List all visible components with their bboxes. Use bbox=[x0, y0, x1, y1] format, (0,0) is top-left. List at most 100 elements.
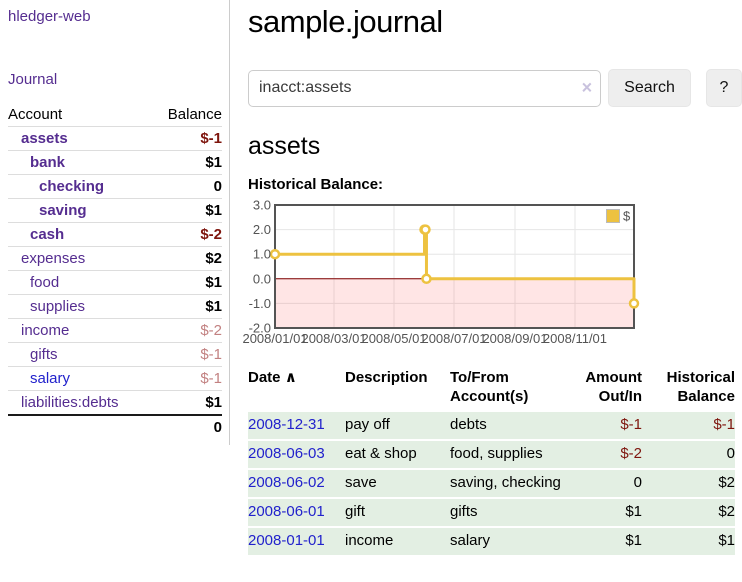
accounts-table: Account Balance assets $-1 bank $1 checking 0… bbox=[8, 103, 222, 439]
svg-text:2008/07/01: 2008/07/01 bbox=[421, 331, 486, 346]
account-balance: $2 bbox=[151, 246, 222, 271]
account-balance: $1 bbox=[151, 198, 222, 223]
svg-text:-1.0: -1.0 bbox=[249, 296, 271, 311]
account-row: saving $1 bbox=[8, 198, 222, 223]
transaction-balance: $2 bbox=[642, 470, 735, 497]
chart-label: Historical Balance: bbox=[248, 176, 384, 193]
register-header-description: Description bbox=[345, 369, 428, 386]
help-button[interactable]: ? bbox=[705, 69, 742, 107]
accounts-table-body: assets $-1 bank $1 checking 0 saving $1 cash $-2 e… bbox=[8, 126, 222, 415]
account-balance: $-2 bbox=[151, 222, 222, 247]
transaction-amount: 0 bbox=[578, 470, 642, 497]
account-link[interactable]: liabilities:debts bbox=[21, 394, 119, 411]
register-table: Date ∧ Description To/From Account(s) Amoun… bbox=[248, 364, 735, 557]
legend-swatch bbox=[606, 209, 620, 223]
register-header-row: Date ∧ Description To/From Account(s) Amoun… bbox=[248, 366, 735, 410]
account-row: checking 0 bbox=[8, 174, 222, 199]
transaction-accounts: debts bbox=[450, 412, 578, 439]
transaction-accounts: salary bbox=[450, 528, 578, 555]
transaction-date-link[interactable]: 2008-12-31 bbox=[248, 416, 325, 433]
account-row: income $-2 bbox=[8, 318, 222, 343]
register-header-date[interactable]: Date ∧ bbox=[248, 368, 297, 386]
account-row: gifts $-1 bbox=[8, 342, 222, 367]
account-link[interactable]: saving bbox=[39, 202, 87, 219]
account-balance: $1 bbox=[151, 270, 222, 295]
app-title-link[interactable]: hledger-web bbox=[8, 8, 91, 25]
svg-text:3.0: 3.0 bbox=[253, 198, 271, 213]
transaction-description: eat & shop bbox=[345, 441, 450, 468]
register-row: 2008-06-01 gift gifts $1 $2 bbox=[248, 499, 735, 526]
account-balance: $1 bbox=[151, 390, 222, 415]
svg-text:-2.0: -2.0 bbox=[249, 321, 271, 336]
transaction-balance: 0 bbox=[642, 441, 735, 468]
svg-text:2008/05/01: 2008/05/01 bbox=[361, 331, 426, 346]
sidebar: hledger-web Journal Account Balance asse… bbox=[0, 0, 230, 445]
register-row: 2008-06-03 eat & shop food, supplies $-2 0 bbox=[248, 441, 735, 468]
account-link[interactable]: checking bbox=[39, 178, 105, 195]
svg-text:2.0: 2.0 bbox=[253, 222, 271, 237]
accounts-total-value: 0 bbox=[151, 414, 222, 439]
svg-text:1.0: 1.0 bbox=[253, 247, 271, 262]
account-row: food $1 bbox=[8, 270, 222, 295]
account-link[interactable]: food bbox=[30, 274, 60, 291]
transaction-description: pay off bbox=[345, 412, 450, 439]
sort-ascending-icon: ∧ bbox=[284, 368, 297, 386]
transaction-date-link[interactable]: 2008-06-03 bbox=[248, 445, 325, 462]
account-balance: 0 bbox=[151, 174, 222, 199]
account-balance: $1 bbox=[151, 294, 222, 319]
svg-text:2008/03/01: 2008/03/01 bbox=[301, 331, 366, 346]
account-row: liabilities:debts $1 bbox=[8, 390, 222, 415]
svg-text:2008/01/01: 2008/01/01 bbox=[242, 331, 307, 346]
transaction-date-link[interactable]: 2008-06-02 bbox=[248, 474, 325, 491]
account-link[interactable]: salary bbox=[30, 370, 71, 387]
account-link[interactable]: supplies bbox=[30, 298, 86, 315]
search-input-wrap: × bbox=[248, 69, 602, 107]
transaction-date-link[interactable]: 2008-01-01 bbox=[248, 532, 325, 549]
transaction-amount: $1 bbox=[578, 499, 642, 526]
register-row: 2008-12-31 pay off debts $-1 $-1 bbox=[248, 412, 735, 439]
account-row: salary $-1 bbox=[8, 366, 222, 391]
search-button[interactable]: Search bbox=[608, 69, 691, 107]
account-link[interactable]: expenses bbox=[21, 250, 86, 267]
account-row: assets $-1 bbox=[8, 126, 222, 151]
search-input[interactable] bbox=[248, 69, 602, 107]
accounts-header-balance: Balance bbox=[167, 106, 222, 123]
account-balance: $-1 bbox=[151, 342, 222, 367]
register-header-amount: Amount Out/In bbox=[585, 369, 642, 405]
account-row: supplies $1 bbox=[8, 294, 222, 319]
sidebar-item-journal[interactable]: Journal bbox=[8, 71, 58, 88]
account-link[interactable]: income bbox=[21, 322, 70, 339]
transaction-accounts: gifts bbox=[450, 499, 578, 526]
account-balance: $-2 bbox=[151, 318, 222, 343]
chart-svg: 3.0 2.0 1.0 0.0 -1.0 -2.02008/01/012008/03/01… bbox=[242, 198, 640, 346]
register-row: 2008-01-01 income salary $1 $1 bbox=[248, 528, 735, 555]
transaction-amount: $-1 bbox=[578, 412, 642, 439]
transaction-amount: $1 bbox=[578, 528, 642, 555]
transaction-date-link[interactable]: 2008-06-01 bbox=[248, 503, 325, 520]
account-link[interactable]: bank bbox=[30, 154, 66, 171]
register-row: 2008-06-02 save saving, checking 0 $2 bbox=[248, 470, 735, 497]
account-link[interactable]: assets bbox=[21, 130, 68, 147]
transaction-balance: $1 bbox=[642, 528, 735, 555]
accounts-total-row: 0 bbox=[8, 414, 222, 439]
transaction-balance: $2 bbox=[642, 499, 735, 526]
account-link[interactable]: gifts bbox=[30, 346, 58, 363]
svg-text:2008/09/01: 2008/09/01 bbox=[482, 331, 547, 346]
search-form: × Search ? bbox=[248, 69, 742, 107]
register-header-balance: Historical Balance bbox=[666, 369, 735, 405]
account-row: cash $-2 bbox=[8, 222, 222, 247]
clear-search-icon[interactable]: × bbox=[581, 77, 593, 98]
account-balance: $-1 bbox=[151, 366, 222, 391]
account-row: bank $1 bbox=[8, 150, 222, 175]
transaction-description: save bbox=[345, 470, 450, 497]
transaction-amount: $-2 bbox=[578, 441, 642, 468]
account-link[interactable]: cash bbox=[30, 226, 65, 243]
transaction-balance: $-1 bbox=[642, 412, 735, 439]
account-balance: $-1 bbox=[151, 126, 222, 151]
register-table-body: 2008-12-31 pay off debts $-1 $-1 2008-06-03 ea… bbox=[248, 412, 735, 555]
historical-balance-chart: 3.0 2.0 1.0 0.0 -1.0 -2.0 2008/01/01 2008/03/01… bbox=[242, 198, 742, 353]
account-page-title: assets bbox=[248, 132, 321, 160]
account-balance: $1 bbox=[151, 150, 222, 175]
accounts-header-account: Account bbox=[8, 106, 63, 123]
account-row: expenses $2 bbox=[8, 246, 222, 271]
